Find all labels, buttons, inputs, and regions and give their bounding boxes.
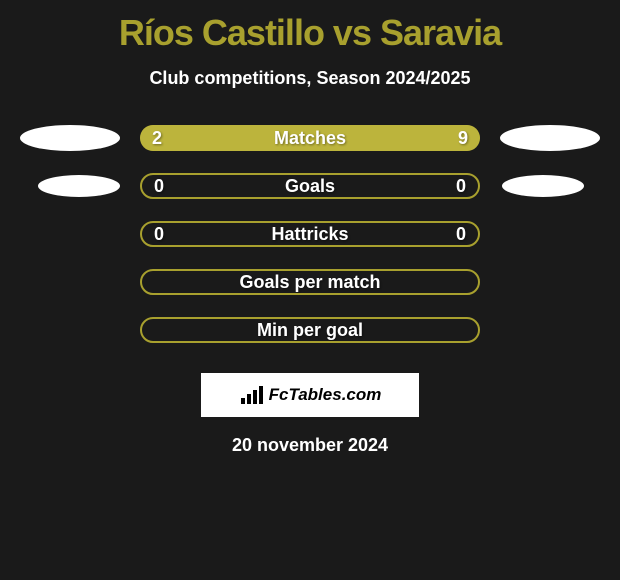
bar-fill-left [140, 125, 201, 151]
dot-left-wrap [10, 175, 130, 197]
stat-label: Matches [274, 128, 346, 149]
stat-label: Min per goal [257, 320, 363, 341]
stat-row: Goals per match [10, 269, 610, 295]
stat-bar: Goals per match [140, 269, 480, 295]
chart-icon [239, 386, 263, 404]
stat-bar: 0 Hattricks 0 [140, 221, 480, 247]
dot-left-wrap [10, 125, 130, 151]
dot-left [20, 125, 120, 151]
dot-right [500, 125, 600, 151]
stat-bar: 2 Matches 9 [140, 125, 480, 151]
dot-right [502, 175, 584, 197]
source-badge[interactable]: FcTables.com [201, 373, 419, 417]
stat-left-value: 0 [154, 224, 164, 245]
stat-left-value: 2 [152, 128, 162, 149]
stat-right-value: 0 [456, 224, 466, 245]
stat-bar: 0 Goals 0 [140, 173, 480, 199]
stat-row: 0 Hattricks 0 [10, 221, 610, 247]
stat-row: 2 Matches 9 [10, 125, 610, 151]
page-subtitle: Club competitions, Season 2024/2025 [10, 68, 610, 89]
dot-left [38, 175, 120, 197]
stat-label: Goals per match [239, 272, 380, 293]
stat-label: Hattricks [271, 224, 348, 245]
dot-right-wrap [490, 125, 610, 151]
stat-row: Min per goal [10, 317, 610, 343]
stat-left-value: 0 [154, 176, 164, 197]
footer-date: 20 november 2024 [10, 435, 610, 456]
dot-right-wrap [490, 175, 610, 197]
stats-list: 2 Matches 9 0 Goals 0 0 Hattricks 0 Goals per mat… [10, 125, 610, 343]
root: Ríos Castillo vs Saravia Club competitio… [0, 0, 620, 456]
stat-bar: Min per goal [140, 317, 480, 343]
badge-label: FcTables.com [269, 385, 382, 405]
stat-right-value: 9 [458, 128, 468, 149]
page-title: Ríos Castillo vs Saravia [10, 0, 610, 54]
stat-label: Goals [285, 176, 335, 197]
stat-row: 0 Goals 0 [10, 173, 610, 199]
stat-right-value: 0 [456, 176, 466, 197]
